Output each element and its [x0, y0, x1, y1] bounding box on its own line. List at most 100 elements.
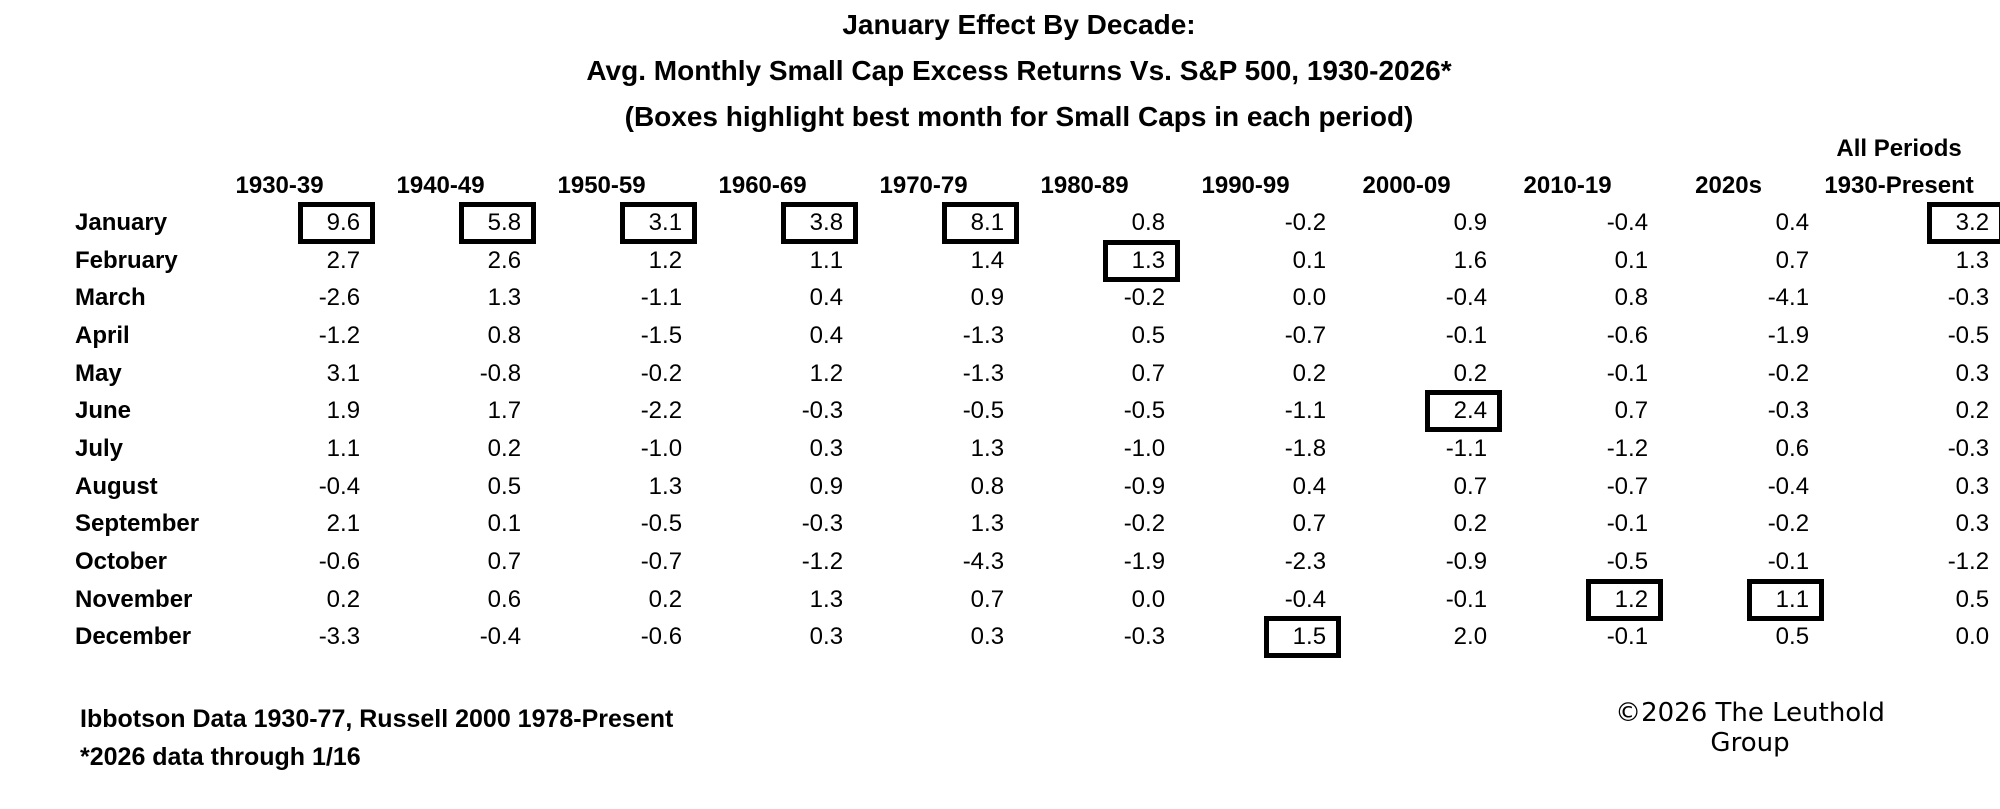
value-text: -1.2	[318, 321, 361, 349]
value-text: -1.0	[640, 434, 683, 462]
value-cell: 0.0	[1809, 619, 1989, 657]
value-cell: -1.2	[1809, 543, 1989, 581]
value-cell: -0.9	[1326, 543, 1487, 581]
returns-table-body: January 9.6 5.8 3.1 3.8 8.1 0.8 -0.2 0.9 -0.4 0.4 3…	[75, 201, 2000, 659]
best-month-box: 3.8	[780, 201, 859, 244]
month-label: June	[75, 397, 132, 425]
value-cell: -1.2	[1487, 430, 1648, 468]
table-row-july: July 1.1 0.2 -1.0 0.3 1.3 -1.0 -1.8 -1.1 -1.2 0.6 -…	[75, 430, 1989, 468]
month-label: March	[75, 284, 146, 312]
all-periods-header-row: All Periods	[75, 131, 1989, 167]
value-text: -0.1	[1767, 548, 1810, 576]
value-cell: -0.1	[1648, 543, 1809, 581]
value-cell: -2.2	[521, 392, 682, 430]
value-cell: -2.6	[199, 279, 360, 317]
value-cell: 0.5	[1648, 619, 1809, 657]
month-label: May	[75, 359, 122, 387]
value-text: 0.2	[1453, 359, 1488, 387]
value-cell: 3.1	[199, 355, 360, 393]
value-text: 0.8	[970, 472, 1005, 500]
value-text: 0.7	[1614, 397, 1649, 425]
value-text: 0.7	[1131, 359, 1166, 387]
value-text: 3.1	[326, 359, 361, 387]
value-text: 0.9	[970, 284, 1005, 312]
value-text: 0.7	[1292, 510, 1327, 538]
returns-table: All Periods 1930-39 1940-49 1950-59 1960-69…	[75, 131, 2000, 659]
value-cell: 0.9	[1326, 204, 1487, 242]
month-label: October	[75, 548, 168, 576]
value-cell: -4.3	[843, 543, 1004, 581]
value-text: -0.7	[640, 548, 683, 576]
month-label: February	[75, 246, 178, 274]
value-cell: -1.3	[843, 317, 1004, 355]
value-cell: 1.3	[843, 430, 1004, 468]
value-cell: 0.3	[1809, 506, 1989, 544]
value-text: -0.2	[640, 359, 683, 387]
value-cell: 0.8	[843, 468, 1004, 506]
value-text: 0.0	[1131, 585, 1166, 613]
value-text: -0.3	[801, 397, 844, 425]
value-cell: -1.1	[521, 279, 682, 317]
value-text: -2.3	[1284, 548, 1327, 576]
value-text: -1.1	[640, 284, 683, 312]
value-text: 0.2	[487, 434, 522, 462]
value-text: -0.5	[1606, 548, 1649, 576]
header-spacer	[75, 131, 1809, 167]
table-row-february: February 2.7 2.6 1.2 1.1 1.4 1.3 0.1 1.6 0.1 0.7 1.…	[75, 239, 1989, 282]
value-text: -4.3	[962, 548, 1005, 576]
value-text: -0.8	[479, 359, 522, 387]
value-cell: 0.2	[521, 581, 682, 619]
table-row-november: November 0.2 0.6 0.2 1.3 0.7 0.0 -0.4 -0.1 1.2 1.1…	[75, 578, 1989, 621]
value-cell: 0.9	[682, 468, 843, 506]
value-cell: -0.3	[682, 392, 843, 430]
value-cell: 0.3	[843, 619, 1004, 657]
chart-title-block: January Effect By Decade: Avg. Monthly S…	[0, 2, 2000, 140]
value-cell: 0.3	[1809, 355, 1989, 393]
value-cell: 0.2	[1809, 392, 1989, 430]
value-text: 0.8	[1614, 284, 1649, 312]
value-cell: 0.4	[682, 279, 843, 317]
value-text: 0.2	[648, 585, 683, 613]
value-text: 0.3	[1955, 359, 1990, 387]
column-header-1990-99: 1990-99	[1201, 171, 1290, 199]
best-month-box: 3.1	[619, 201, 698, 244]
value-cell: -0.4	[360, 619, 521, 657]
value-text: 2.1	[326, 510, 361, 538]
value-cell: 0.1	[1487, 242, 1648, 280]
month-label: August	[75, 472, 158, 500]
value-cell: 1.1	[682, 242, 843, 280]
value-cell: 3.2	[1809, 201, 2000, 244]
value-cell: 0.7	[360, 543, 521, 581]
value-text: 0.9	[1453, 208, 1488, 236]
value-text: -1.9	[1767, 321, 1810, 349]
value-text: 0.3	[1955, 472, 1990, 500]
value-text: -2.2	[640, 397, 683, 425]
value-text: -0.5	[1123, 397, 1166, 425]
value-text: -0.9	[1445, 548, 1488, 576]
value-cell: 3.8	[682, 201, 859, 244]
value-text: 0.2	[1292, 359, 1327, 387]
value-text: -0.7	[1606, 472, 1649, 500]
chart-title-line2: Avg. Monthly Small Cap Excess Returns Vs…	[586, 55, 1452, 86]
value-text: -1.3	[962, 359, 1005, 387]
value-text: -0.4	[1606, 208, 1649, 236]
value-cell: -0.2	[521, 355, 682, 393]
value-cell: 1.1	[199, 430, 360, 468]
value-text: 0.7	[487, 548, 522, 576]
value-text: -0.6	[640, 623, 683, 651]
best-month-box: 1.2	[1585, 578, 1664, 621]
value-text: 1.7	[487, 397, 522, 425]
value-cell: 2.4	[1326, 390, 1503, 433]
table-row-january: January 9.6 5.8 3.1 3.8 8.1 0.8 -0.2 0.9 -0.4 0.4 3…	[75, 201, 2000, 244]
value-cell: 3.1	[521, 201, 698, 244]
value-text: -1.9	[1123, 548, 1166, 576]
value-cell: 0.8	[1004, 204, 1165, 242]
value-cell: 0.2	[1326, 355, 1487, 393]
value-text: -0.6	[1606, 321, 1649, 349]
value-text: -1.2	[801, 548, 844, 576]
value-text: 0.4	[1775, 208, 1810, 236]
value-cell: 0.4	[682, 317, 843, 355]
chart-title-line3: (Boxes highlight best month for Small Ca…	[624, 101, 1414, 132]
value-cell: -1.9	[1004, 543, 1165, 581]
value-text: -1.5	[640, 321, 683, 349]
